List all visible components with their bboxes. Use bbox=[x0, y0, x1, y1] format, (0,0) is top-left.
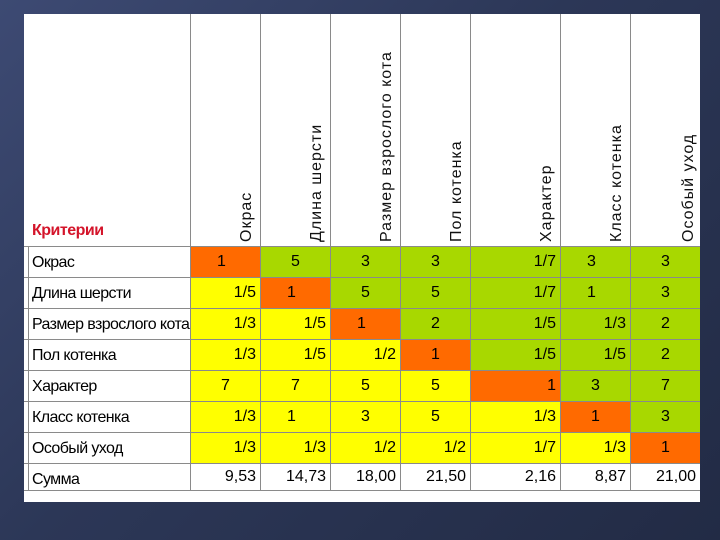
grid-hline bbox=[24, 277, 700, 278]
grid-vline bbox=[260, 14, 261, 490]
grid-hline bbox=[24, 432, 700, 433]
table-cell[interactable]: 3 bbox=[561, 247, 630, 277]
table-cell[interactable]: 1/5 bbox=[561, 340, 630, 370]
table-cell[interactable]: 1/7 bbox=[471, 433, 560, 463]
table-cell[interactable]: 1 bbox=[561, 278, 630, 308]
row-name: Пол котенка bbox=[32, 347, 117, 364]
grid-hline bbox=[24, 308, 700, 309]
table-cell[interactable]: 1/3 bbox=[561, 309, 630, 339]
table-cell[interactable]: 1 bbox=[261, 402, 330, 432]
row-name: Размер взрослого кота bbox=[32, 316, 190, 333]
table-cell[interactable]: 1/5 bbox=[261, 340, 330, 370]
table-cell[interactable]: 3 bbox=[331, 402, 400, 432]
table-cell[interactable]: 1/3 bbox=[191, 309, 260, 339]
grid-vline bbox=[470, 14, 471, 490]
table-cell[interactable]: 3 bbox=[561, 371, 630, 401]
table-cell[interactable]: 1/3 bbox=[191, 402, 260, 432]
column-header: Длина шерсти bbox=[308, 123, 325, 242]
table-cell[interactable]: 1/5 bbox=[191, 278, 260, 308]
table-cell[interactable]: 21,50 bbox=[401, 464, 470, 490]
table-cell[interactable]: 1/3 bbox=[561, 433, 630, 463]
spreadsheet-sheet: Критерии Окрас Длина шерсти Размер взросло… bbox=[24, 14, 700, 502]
grid-vline bbox=[630, 14, 631, 490]
column-header: Класс котенка bbox=[608, 124, 625, 242]
table-cell[interactable]: 7 bbox=[631, 371, 700, 401]
column-header: Окрас bbox=[238, 191, 255, 242]
table-cell[interactable]: 1/3 bbox=[261, 433, 330, 463]
grid-hline bbox=[24, 463, 700, 464]
table-cell[interactable]: 1/5 bbox=[471, 340, 560, 370]
table-cell[interactable]: 1/7 bbox=[471, 247, 560, 277]
table-cell[interactable]: 14,73 bbox=[261, 464, 330, 490]
criteria-label: Критерии bbox=[32, 222, 104, 239]
table-cell[interactable]: 1/2 bbox=[331, 340, 400, 370]
table-cell[interactable]: 3 bbox=[631, 247, 700, 277]
table-cell[interactable]: 1/5 bbox=[471, 309, 560, 339]
table-cell[interactable]: 1/7 bbox=[471, 278, 560, 308]
table-cell[interactable]: 1 bbox=[471, 371, 560, 401]
column-header: Особый уход bbox=[680, 133, 697, 242]
table-cell[interactable]: 1/3 bbox=[191, 433, 260, 463]
table-cell[interactable]: 2 bbox=[401, 309, 470, 339]
table-cell[interactable]: 5 bbox=[401, 371, 470, 401]
grid-hline bbox=[24, 370, 700, 371]
table-cell[interactable]: 1/5 bbox=[261, 309, 330, 339]
grid-hline bbox=[24, 246, 700, 247]
table-cell[interactable]: 5 bbox=[261, 247, 330, 277]
table-cell[interactable]: 1 bbox=[331, 309, 400, 339]
table-cell[interactable]: 3 bbox=[631, 402, 700, 432]
table-cell[interactable]: 1/3 bbox=[471, 402, 560, 432]
table-cell[interactable]: 21,00 bbox=[631, 464, 700, 490]
row-name: Сумма bbox=[32, 471, 80, 488]
table-cell[interactable]: 2 bbox=[631, 340, 700, 370]
table-cell[interactable]: 1 bbox=[561, 402, 630, 432]
table-cell[interactable]: 1/2 bbox=[401, 433, 470, 463]
column-header: Характер bbox=[538, 164, 555, 243]
grid-vline-left bbox=[28, 246, 29, 490]
table-cell[interactable]: 2 bbox=[631, 309, 700, 339]
grid-hline bbox=[24, 401, 700, 402]
row-name: Особый уход bbox=[32, 440, 123, 457]
grid-hline bbox=[24, 339, 700, 340]
table-cell[interactable]: 7 bbox=[191, 371, 260, 401]
table-cell[interactable]: 7 bbox=[261, 371, 330, 401]
table-cell[interactable]: 1/2 bbox=[331, 433, 400, 463]
grid-hline-bottom bbox=[24, 490, 700, 491]
table-cell[interactable]: 1 bbox=[191, 247, 260, 277]
row-name: Длина шерсти bbox=[32, 285, 132, 302]
column-header: Размер взрослого кота bbox=[378, 51, 395, 242]
table-cell[interactable]: 8,87 bbox=[561, 464, 630, 490]
table-cell[interactable]: 18,00 bbox=[331, 464, 400, 490]
grid-vline bbox=[330, 14, 331, 490]
table-cell[interactable]: 5 bbox=[331, 278, 400, 308]
grid-vline bbox=[190, 14, 191, 490]
table-cell[interactable]: 3 bbox=[331, 247, 400, 277]
table-cell[interactable]: 1/3 bbox=[191, 340, 260, 370]
column-header: Пол котенка bbox=[448, 140, 465, 242]
table-cell[interactable]: 5 bbox=[401, 402, 470, 432]
table-cell[interactable]: 3 bbox=[401, 247, 470, 277]
row-name: Окрас bbox=[32, 254, 75, 271]
table-cell[interactable]: 5 bbox=[331, 371, 400, 401]
table-cell[interactable]: 5 bbox=[401, 278, 470, 308]
table-cell[interactable]: 2,16 bbox=[471, 464, 560, 490]
row-name: Характер bbox=[32, 378, 97, 395]
table-cell[interactable]: 1 bbox=[631, 433, 700, 463]
table-cell[interactable]: 9,53 bbox=[191, 464, 260, 490]
row-name: Класс котенка bbox=[32, 409, 130, 426]
table-cell[interactable]: 1 bbox=[401, 340, 470, 370]
grid-vline bbox=[560, 14, 561, 490]
table-cell[interactable]: 3 bbox=[631, 278, 700, 308]
table-cell[interactable]: 1 bbox=[261, 278, 330, 308]
grid-vline bbox=[400, 14, 401, 490]
